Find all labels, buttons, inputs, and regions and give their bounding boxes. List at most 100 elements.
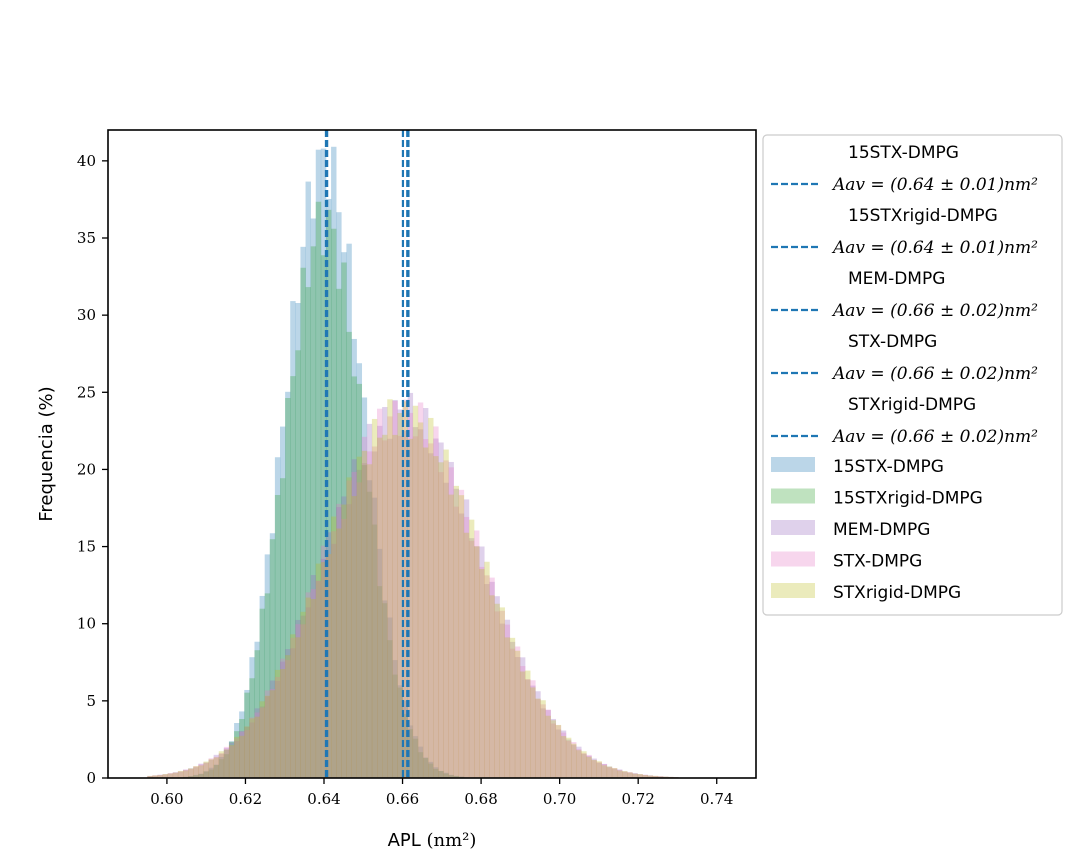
- x-axis-label: APL (nm²): [388, 830, 477, 851]
- bar: [484, 561, 490, 778]
- bar: [183, 769, 189, 778]
- bar: [249, 678, 255, 778]
- bar: [601, 765, 608, 778]
- bar: [280, 478, 286, 778]
- bar: [412, 436, 419, 778]
- bar: [550, 720, 557, 778]
- bar: [223, 749, 230, 778]
- legend-avg-label: Aav = (0.64 ± 0.01)nm²: [831, 238, 1038, 258]
- bar: [315, 580, 322, 778]
- bar: [366, 480, 373, 778]
- bar: [417, 752, 424, 778]
- bar: [616, 769, 623, 778]
- bar: [622, 771, 628, 778]
- bar: [535, 691, 541, 778]
- y-tick-label: 5: [86, 692, 96, 710]
- bar: [642, 775, 648, 778]
- bar: [341, 252, 347, 778]
- bar: [310, 589, 317, 778]
- bar: [422, 758, 429, 778]
- legend-swatch: [771, 583, 815, 598]
- bar: [228, 741, 235, 778]
- bar: [438, 771, 444, 778]
- bar: [596, 762, 602, 778]
- bar: [571, 743, 577, 778]
- bar: [305, 592, 311, 778]
- bar: [576, 750, 582, 778]
- bar: [382, 603, 388, 778]
- bar: [249, 722, 255, 778]
- legend-label: 15STXrigid-DMPG: [833, 489, 983, 509]
- bar: [509, 641, 516, 778]
- x-tick-label: 0.60: [150, 790, 183, 808]
- legend-swatch: [771, 488, 815, 504]
- bar: [244, 689, 250, 778]
- bar: [254, 650, 260, 778]
- bar: [392, 400, 398, 778]
- bar: [341, 496, 347, 778]
- bar: [627, 772, 633, 778]
- x-axis-label-unit: (nm²): [427, 830, 477, 851]
- x-tick-label: 0.62: [229, 790, 262, 808]
- bar: [300, 615, 306, 778]
- bar: [239, 731, 245, 778]
- legend-label: MEM-DMPG: [833, 520, 930, 540]
- bar: [290, 648, 296, 778]
- legend-avg-label: Aav = (0.66 ± 0.02)nm²: [831, 301, 1038, 321]
- bar: [504, 619, 511, 778]
- bar: [218, 751, 225, 778]
- bar: [540, 700, 546, 778]
- bar: [280, 661, 286, 778]
- bar: [530, 687, 536, 778]
- bar: [366, 423, 373, 778]
- bar: [351, 376, 357, 778]
- bar: [167, 773, 174, 778]
- y-axis-ticks: 0 5 10 15 20 25 30 35 40: [77, 152, 108, 787]
- bar: [417, 422, 424, 778]
- bar: [555, 729, 562, 778]
- bar: [637, 774, 643, 778]
- bar: [269, 688, 276, 778]
- bar: [239, 718, 245, 778]
- bar: [208, 759, 214, 778]
- bar: [259, 706, 265, 778]
- y-tick-label: 10: [77, 615, 96, 633]
- bar: [269, 533, 276, 778]
- bar: [244, 726, 250, 778]
- bar: [504, 637, 511, 778]
- bar: [525, 679, 531, 778]
- bar: [213, 757, 220, 778]
- bar: [468, 538, 475, 778]
- bar: [412, 427, 419, 778]
- bar: [586, 756, 592, 778]
- bar: [571, 744, 577, 778]
- bar: [295, 619, 301, 778]
- bar: [285, 649, 291, 778]
- bar: [642, 774, 648, 778]
- bar: [387, 416, 393, 778]
- bar: [259, 707, 265, 778]
- y-tick-label: 30: [77, 306, 96, 324]
- bar: [320, 148, 327, 779]
- bar: [254, 641, 260, 778]
- bar: [448, 774, 454, 778]
- bar: [336, 528, 342, 778]
- bar: [336, 507, 342, 778]
- bar: [463, 532, 470, 778]
- x-tick-label: 0.68: [464, 790, 497, 808]
- bar: [514, 646, 521, 778]
- bar: [239, 731, 245, 778]
- bar: [586, 755, 592, 778]
- bar: [499, 610, 505, 778]
- bar: [387, 640, 393, 778]
- bar: [341, 262, 347, 779]
- bar: [254, 712, 260, 778]
- bar: [463, 499, 470, 778]
- bar: [622, 771, 628, 778]
- bar: [479, 566, 485, 778]
- bar: [417, 402, 424, 778]
- bar: [305, 597, 311, 778]
- bar: [616, 770, 623, 778]
- bar: [565, 737, 572, 778]
- series-15STXrigid-DMPG: [183, 201, 465, 779]
